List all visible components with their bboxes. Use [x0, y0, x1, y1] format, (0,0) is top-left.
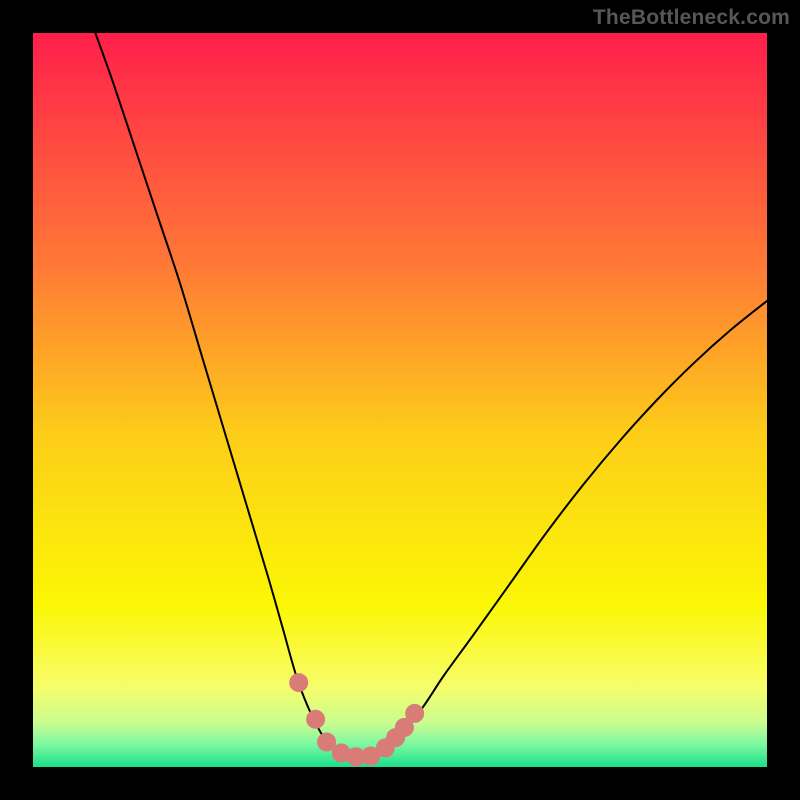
- chart-container: TheBottleneck.com: [0, 0, 800, 800]
- curve-marker: [290, 674, 308, 692]
- curve-marker: [318, 733, 336, 751]
- watermark-text: TheBottleneck.com: [593, 6, 790, 30]
- border-left: [0, 0, 33, 800]
- border-right: [767, 0, 800, 800]
- border-bottom: [0, 767, 800, 800]
- bottleneck-chart: [0, 0, 800, 800]
- curve-marker: [307, 710, 325, 728]
- curve-marker: [406, 704, 424, 722]
